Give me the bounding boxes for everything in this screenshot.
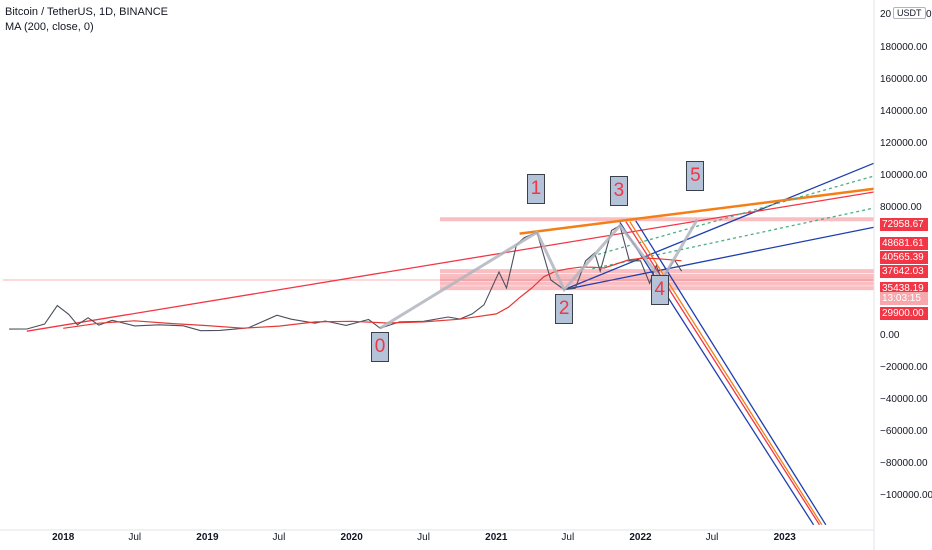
- price-label-1: 48681.61: [880, 237, 928, 250]
- x-tick-label-4: 2020: [340, 532, 363, 543]
- trend-line-2[interactable]: [26, 191, 875, 332]
- x-tick-label-7: Jul: [561, 532, 575, 543]
- wave-label-1[interactable]: 1: [526, 174, 545, 205]
- wave-label-0[interactable]: 0: [371, 332, 390, 363]
- wave-path[interactable]: [379, 218, 699, 330]
- wave-path-group: [379, 218, 699, 330]
- y-tick-label-8: −40000.00: [880, 394, 928, 405]
- x-tick-label-1: Jul: [128, 532, 142, 543]
- wave-label-3[interactable]: 3: [609, 175, 628, 206]
- x-tick-label-3: Jul: [272, 532, 286, 543]
- indicator-title[interactable]: MA (200, close, 0): [5, 21, 94, 33]
- x-tick-label-0: 2018: [52, 532, 75, 543]
- y-tick-label-11: −100000.00: [880, 490, 932, 501]
- x-tick-label-2: 2019: [196, 532, 219, 543]
- price-series-line[interactable]: [9, 224, 683, 332]
- y-tick-top-partial-right: 0: [926, 9, 932, 20]
- price-label-5: 13:03:15: [880, 292, 928, 305]
- horizontal-level-0[interactable]: [440, 217, 874, 222]
- y-tick-label-10: −80000.00: [880, 458, 928, 469]
- price-label-6: 29900.00: [880, 307, 928, 320]
- series-group: [9, 224, 683, 332]
- x-tick-label-10: 2023: [773, 532, 796, 543]
- x-tick-label-6: 2021: [485, 532, 508, 543]
- trend-line-3[interactable]: [519, 187, 875, 235]
- y-tick-label-2: 140000.00: [880, 106, 928, 117]
- price-label-3: 37642.03: [880, 265, 928, 278]
- y-tick-label-4: 100000.00: [880, 170, 928, 181]
- y-tick-label-9: −60000.00: [880, 426, 928, 437]
- y-tick-label-1: 160000.00: [880, 74, 928, 85]
- wave-label-5[interactable]: 5: [686, 161, 705, 192]
- down-channel-line-0[interactable]: [619, 222, 815, 526]
- price-label-2: 40565.39: [880, 251, 928, 264]
- currency-badge[interactable]: USDT: [893, 7, 926, 19]
- x-tick-label-9: Jul: [705, 532, 719, 543]
- wave-label-2[interactable]: 2: [555, 293, 574, 324]
- y-tick-label-3: 120000.00: [880, 138, 928, 149]
- x-tick-label-8: 2022: [629, 532, 652, 543]
- price-label-0: 72958.67: [880, 218, 928, 231]
- y-tick-top-partial: 20: [880, 9, 892, 20]
- y-tick-label-0: 180000.00: [880, 42, 928, 53]
- price-label-4: 35438.19: [880, 282, 928, 295]
- x-tick-label-5: Jul: [417, 532, 430, 543]
- trend-line-1[interactable]: [564, 226, 875, 291]
- down-channel-line-3[interactable]: [629, 221, 823, 526]
- chart-legend: Bitcoin / TetherUS, 1D, BINANCE MA (200,…: [5, 5, 168, 35]
- y-tick-label-5: 80000.00: [880, 202, 922, 213]
- wave-label-4[interactable]: 4: [650, 275, 669, 305]
- plot-background: [0, 0, 874, 530]
- symbol-title[interactable]: Bitcoin / TetherUS, 1D, BINANCE: [5, 6, 169, 18]
- trend-line-0[interactable]: [563, 162, 875, 291]
- ma-series-line[interactable]: [63, 257, 682, 329]
- down-channel-line-2[interactable]: [625, 221, 821, 526]
- y-tick-label-6: 0.00: [880, 330, 900, 341]
- y-tick-label-7: −20000.00: [880, 362, 928, 373]
